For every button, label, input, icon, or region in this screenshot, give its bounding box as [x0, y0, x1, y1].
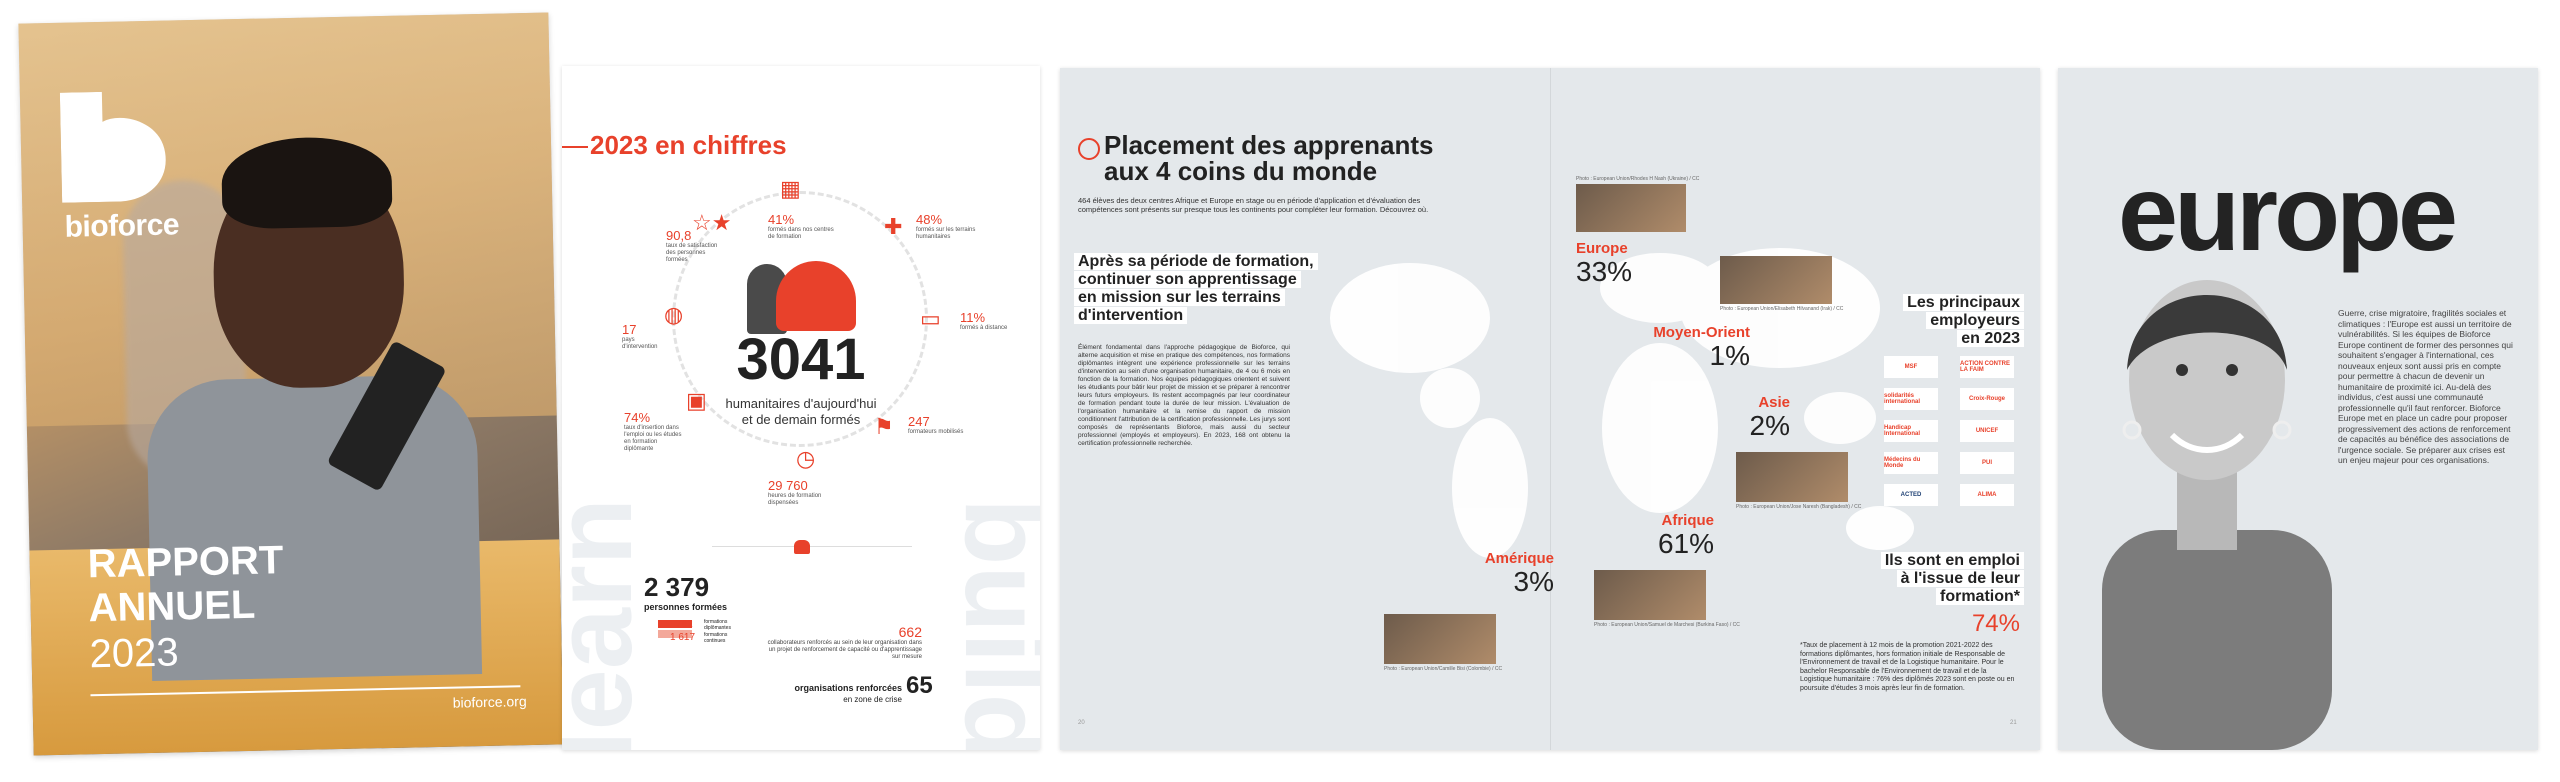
region-europe-pct: 33%: [1576, 256, 1633, 287]
cloud-logo-icon: [776, 261, 856, 331]
employer-logo: ALIMA: [1960, 484, 2014, 506]
stars-icon: ☆★: [692, 210, 732, 235]
photo-amerique: [1384, 614, 1496, 664]
cover-year: 2023: [89, 630, 180, 677]
region-amerique-label: Amérique: [1484, 550, 1554, 567]
cover-brand: bioforce: [64, 208, 180, 244]
cover-title-line1: RAPPORT: [87, 538, 284, 587]
trained-label: personnes formées: [644, 602, 728, 612]
trained-continue-label: formations continues: [704, 632, 728, 644]
big-number-caption: humanitaires d'aujourd'hui et de demain …: [725, 396, 877, 427]
trained-total: 2 379: [644, 572, 710, 602]
stat-formateurs: 247 formateurs mobilisés: [908, 414, 964, 435]
report-cover: bioforce RAPPORT ANNUEL 2023 bioforce.or…: [18, 12, 564, 756]
orgs-label: organisations renforcées: [794, 683, 902, 693]
stat-centres: 41% formés dans nos centres de formation: [768, 212, 834, 240]
cover-url: bioforce.org: [452, 693, 527, 711]
orgs-sub: en zone de crise: [843, 695, 902, 704]
employers-title: Les principaux employeurs en 2023: [1907, 294, 2020, 347]
page-spread-placement: Placement des apprenants aux 4 coins du …: [1060, 68, 2040, 750]
employer-logo: Handicap International: [1884, 420, 1938, 442]
region-asie-label: Asie: [1758, 394, 1790, 411]
stat-heures: 29 760 heures de formation dispensées: [768, 478, 822, 506]
divider: [712, 546, 912, 547]
id-card-icon: ▣: [686, 388, 707, 413]
europe-text: Guerre, crise migratoire, fragilités soc…: [2338, 308, 2513, 465]
cover-person-shirt: [145, 374, 483, 681]
photo-afrique: [1594, 570, 1706, 620]
caption-europe: Photo : European Union/Rhodes H Nash (Uk…: [1576, 176, 1700, 182]
cover-title: RAPPORT ANNUEL: [87, 538, 284, 630]
stats-ring: [672, 191, 928, 447]
cloud-small-icon: [794, 540, 810, 554]
page-number-right: 21: [2010, 720, 2017, 726]
caption-asie: Photo : European Union/Jose Naresh (Bang…: [1736, 504, 1862, 510]
employer-logo: UNICEF: [1960, 420, 2014, 442]
bioforce-logo-icon: [59, 91, 166, 203]
cover-title-line2: ANNUEL: [88, 582, 256, 631]
page-title: 2023 en chiffres: [590, 130, 787, 160]
spread-body: Élément fondamental dans l'approche péda…: [1078, 344, 1290, 447]
region-amerique-pct: 3%: [1513, 566, 1554, 597]
side-word-build: build: [941, 498, 1040, 750]
stat-distance: 11% formés à distance: [960, 310, 1008, 331]
bar-diplomantes: [658, 620, 692, 628]
page-europe: europe Guerre, crise migratoire, fragili…: [2058, 68, 2538, 750]
employer-logo: Croix-Rouge: [1960, 388, 2014, 410]
region-moyen-orient-pct: 1%: [1709, 340, 1750, 371]
portrait-photo: [2102, 280, 2332, 750]
region-asie-pct: 2%: [1749, 410, 1790, 441]
trained-diplome-label: formations diplômantes: [704, 619, 731, 631]
trained-continue-value: 1 617: [670, 632, 696, 643]
caption-afrique: Photo : European Union/Samuel de Marches…: [1594, 622, 1740, 628]
laptop-icon: ▭: [920, 306, 941, 331]
region-moyen-orient-label: Moyen-Orient: [1653, 324, 1750, 341]
globe-icon: [1078, 138, 1100, 160]
side-word-learn: learn: [562, 498, 655, 750]
employer-logo: solidarités international: [1884, 388, 1938, 410]
region-afrique-pct: 61%: [1657, 528, 1714, 559]
spread-title: Placement des apprenants aux 4 coins du …: [1104, 130, 1434, 186]
europe-heading: europe: [2118, 152, 2458, 273]
spread-fold: [1550, 68, 1551, 750]
region-europe-label: Europe: [1576, 240, 1628, 257]
big-number: 3041: [736, 327, 866, 392]
trainer-icon: ⚑: [874, 414, 894, 439]
employer-logo: Médecins du Monde: [1884, 452, 1938, 474]
spread-intro: 464 élèves des deux centres Afrique et E…: [1078, 196, 1429, 214]
employer-logo: ACTED: [1884, 484, 1938, 506]
photo-europe: [1576, 184, 1686, 232]
employer-logo: ACTION CONTRE LA FAIM: [1960, 356, 2014, 378]
clock-icon: ◷: [796, 446, 816, 471]
building-icon: ▦: [780, 176, 801, 201]
cross-icon: ✚: [884, 214, 903, 239]
stat-pays: 17 pays d'intervention: [622, 322, 658, 350]
bar-continues: [658, 630, 692, 638]
photo-asie: [1736, 452, 1848, 502]
spread-subtitle: Après sa période de formation, continuer…: [1078, 253, 1314, 324]
caption-moyen-orient: Photo : European Union/Elisabeth Hilvana…: [1720, 306, 1844, 312]
emploi-pct: 74%: [1971, 610, 2020, 637]
region-afrique-label: Afrique: [1661, 512, 1715, 529]
page-number-left: 20: [1078, 720, 1085, 726]
trained-diplome-value: 762: [676, 619, 693, 630]
stat-terrain: 48% formés sur les terrains humanitaires: [916, 212, 976, 240]
caption-amerique: Photo : European Union/Camille Bisi (Col…: [1384, 666, 1503, 672]
page-chiffres: 2023 en chiffres learn build ▦ 41% formés…: [562, 66, 1040, 750]
collab-value: 662: [898, 624, 922, 640]
employer-logo: MSF: [1884, 356, 1938, 378]
emploi-title: Ils sont en emploi à l'issue de leur for…: [1884, 552, 2020, 605]
footnote: *Taux de placement à 12 mois de la promo…: [1800, 642, 2015, 692]
title-rule: [562, 146, 588, 148]
collab-label: collaborateurs renforcés au sein de leur…: [767, 640, 922, 660]
globe-icon: ◍: [664, 302, 684, 327]
stat-satisfaction: 90,8 taux de satisfaction des personnes f…: [666, 228, 718, 263]
employer-logo: PUI: [1960, 452, 2014, 474]
stat-insertion: 74% taux d'insertion dans l'emploi ou les…: [624, 410, 682, 452]
photo-moyen-orient: [1720, 256, 1832, 304]
orgs-value: 65: [906, 672, 933, 699]
